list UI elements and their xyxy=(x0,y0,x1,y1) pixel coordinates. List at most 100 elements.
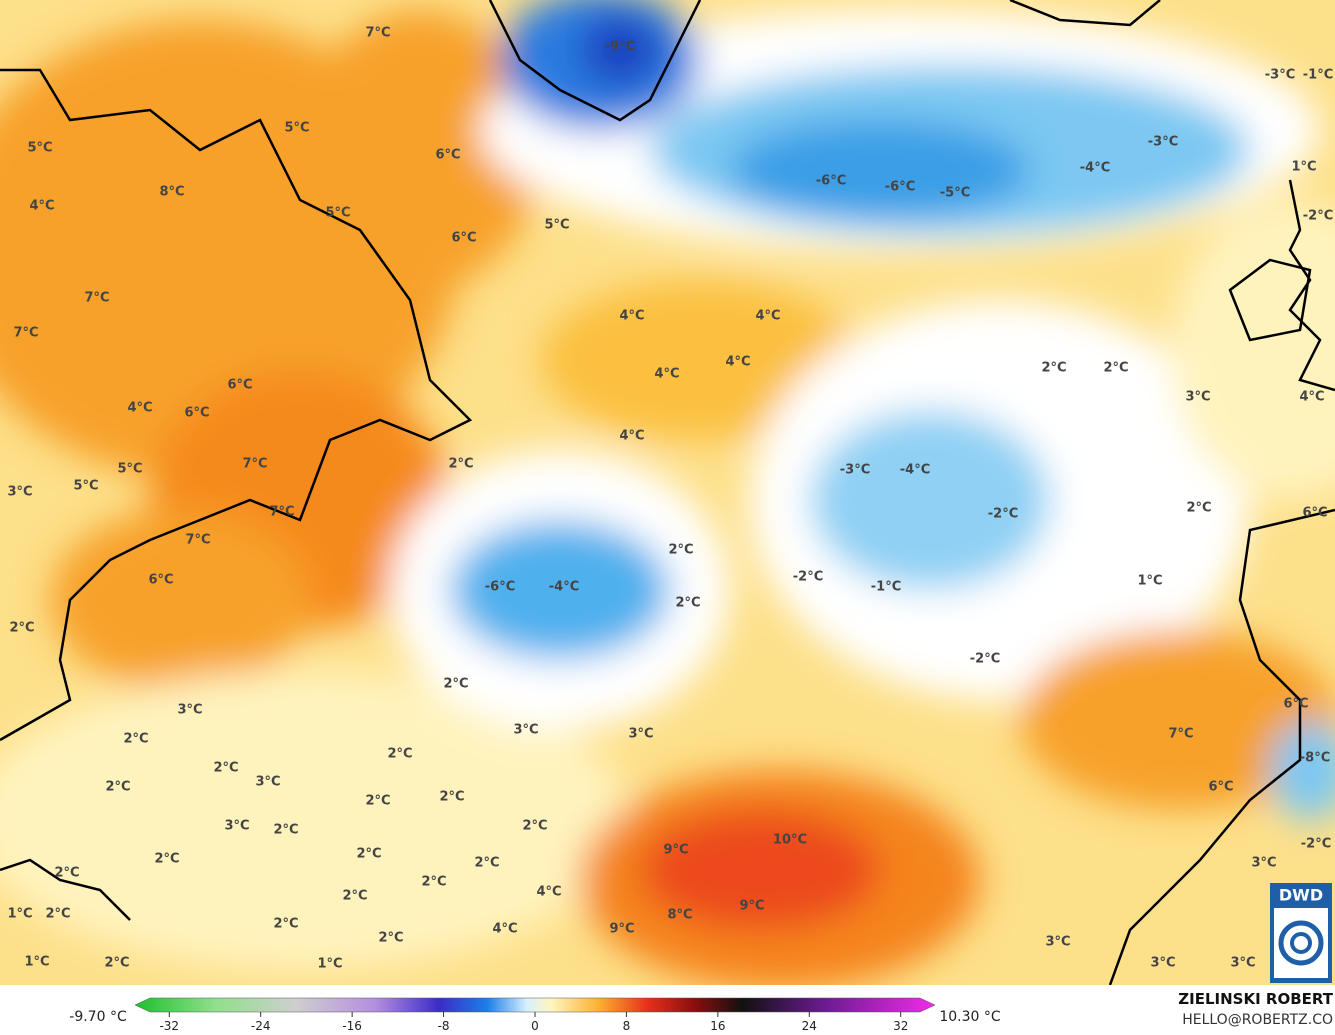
temperature-label: 5°C xyxy=(325,206,350,221)
temperature-label: 3°C xyxy=(177,703,202,718)
temperature-label: 3°C xyxy=(224,819,249,834)
temperature-label: -4°C xyxy=(1080,161,1110,176)
temperature-label: 2°C xyxy=(356,847,381,862)
temperature-label: -3°C xyxy=(1265,68,1295,83)
temperature-label: -3°C xyxy=(840,463,870,478)
temperature-label: 2°C xyxy=(439,790,464,805)
temperature-label: 4°C xyxy=(755,309,780,324)
colorbar-tick-label: -8 xyxy=(438,1019,450,1033)
colorbar-tick-label: -24 xyxy=(251,1019,271,1033)
temperature-label: 6°C xyxy=(184,406,209,421)
temperature-label: 2°C xyxy=(9,621,34,636)
temperature-label: 1°C xyxy=(1291,160,1316,175)
temperature-label: 8°C xyxy=(667,908,692,923)
temperature-label: -1°C xyxy=(871,580,901,595)
temperature-label: 10°C xyxy=(773,833,807,848)
temperature-label: 4°C xyxy=(619,429,644,444)
temperature-label: 2°C xyxy=(443,677,468,692)
temperature-label: 2°C xyxy=(1186,501,1211,516)
temperature-label: 2°C xyxy=(668,543,693,558)
temperature-label: 5°C xyxy=(27,141,52,156)
temperature-label: 6°C xyxy=(451,231,476,246)
temperature-label: 2°C xyxy=(45,907,70,922)
temperature-label: 1°C xyxy=(7,907,32,922)
temperature-label: 3°C xyxy=(628,727,653,742)
temperature-label: 3°C xyxy=(1150,956,1175,971)
colorbar-tick-label: -16 xyxy=(342,1019,362,1033)
temperature-label: 8°C xyxy=(159,185,184,200)
temperature-label: 2°C xyxy=(387,747,412,762)
credit-contact: HELLO@ROBERTZ.CO xyxy=(1182,1012,1333,1028)
temperature-label: 2°C xyxy=(675,596,700,611)
temperature-label: -6°C xyxy=(885,180,915,195)
colorbar-max: 10.30 °C xyxy=(939,1009,1001,1025)
colorbar xyxy=(134,997,936,1013)
temperature-label: 2°C xyxy=(365,794,390,809)
temperature-label: 3°C xyxy=(7,485,32,500)
temperature-label: 1°C xyxy=(1137,574,1162,589)
temperature-label: 2°C xyxy=(273,823,298,838)
temperature-label: 2°C xyxy=(154,852,179,867)
temperature-label: 2°C xyxy=(1103,361,1128,376)
temperature-label: 2°C xyxy=(1041,361,1066,376)
temperature-label: 2°C xyxy=(378,931,403,946)
temperature-label: 2°C xyxy=(54,866,79,881)
colorbar-min: -9.70 °C xyxy=(69,1009,127,1025)
temperature-label: 1°C xyxy=(24,955,49,970)
temperature-label: 2°C xyxy=(421,875,446,890)
temperature-label: 6°C xyxy=(1302,506,1327,521)
temperature-label: 9°C xyxy=(739,899,764,914)
temperature-label: -4°C xyxy=(900,463,930,478)
temperature-label: 3°C xyxy=(255,775,280,790)
temperature-label: 2°C xyxy=(104,956,129,971)
temperature-label: -2°C xyxy=(793,570,823,585)
temperature-label: 7°C xyxy=(185,533,210,548)
temperature-label: 4°C xyxy=(492,922,517,937)
temperature-label: 6°C xyxy=(227,378,252,393)
temperature-label: -6°C xyxy=(816,174,846,189)
temperature-label: 7°C xyxy=(84,291,109,306)
temperature-label: 2°C xyxy=(342,889,367,904)
temperature-label: 3°C xyxy=(1230,956,1255,971)
temperature-label: -2°C xyxy=(988,507,1018,522)
temperature-label: 5°C xyxy=(544,218,569,233)
temperature-label: 6°C xyxy=(148,573,173,588)
temperature-label: 7°C xyxy=(1168,727,1193,742)
temperature-label: 4°C xyxy=(725,355,750,370)
temperature-label: 3°C xyxy=(1251,856,1276,871)
temperature-label: 9°C xyxy=(663,843,688,858)
temperature-label: -9°C xyxy=(605,40,635,55)
temperature-label: 7°C xyxy=(242,457,267,472)
temperature-label: -2°C xyxy=(1301,837,1331,852)
temperature-label: 2°C xyxy=(123,732,148,747)
temperature-label: 2°C xyxy=(105,780,130,795)
temperature-label: 4°C xyxy=(1299,390,1324,405)
colorbar-tick-label: 32 xyxy=(893,1019,908,1033)
logo-text: DWD xyxy=(1279,886,1323,905)
temperature-label: 2°C xyxy=(213,761,238,776)
temperature-label: 1°C xyxy=(317,957,342,972)
coastline xyxy=(0,0,1335,985)
temperature-field xyxy=(0,0,1335,985)
temperature-label: -2°C xyxy=(1303,209,1333,224)
colorbar-tick-label: 24 xyxy=(802,1019,817,1033)
temperature-label: 5°C xyxy=(117,462,142,477)
temperature-label: 9°C xyxy=(609,922,634,937)
temperature-label: -3°C xyxy=(1148,135,1178,150)
temperature-label: 2°C xyxy=(448,457,473,472)
colorbar-tick-label: 8 xyxy=(623,1019,631,1033)
temperature-label: 2°C xyxy=(522,819,547,834)
temperature-label: 4°C xyxy=(619,309,644,324)
temperature-label: -5°C xyxy=(940,186,970,201)
temperature-label: -8°C xyxy=(1300,751,1330,766)
temperature-label: 3°C xyxy=(1045,935,1070,950)
temperature-label: 7°C xyxy=(269,505,294,520)
temperature-label: 2°C xyxy=(273,917,298,932)
colorbar-tick-label: -32 xyxy=(159,1019,179,1033)
temperature-label: 4°C xyxy=(654,367,679,382)
temperature-label: 3°C xyxy=(1185,390,1210,405)
temperature-label: 6°C xyxy=(1208,780,1233,795)
temperature-label: 6°C xyxy=(435,148,460,163)
